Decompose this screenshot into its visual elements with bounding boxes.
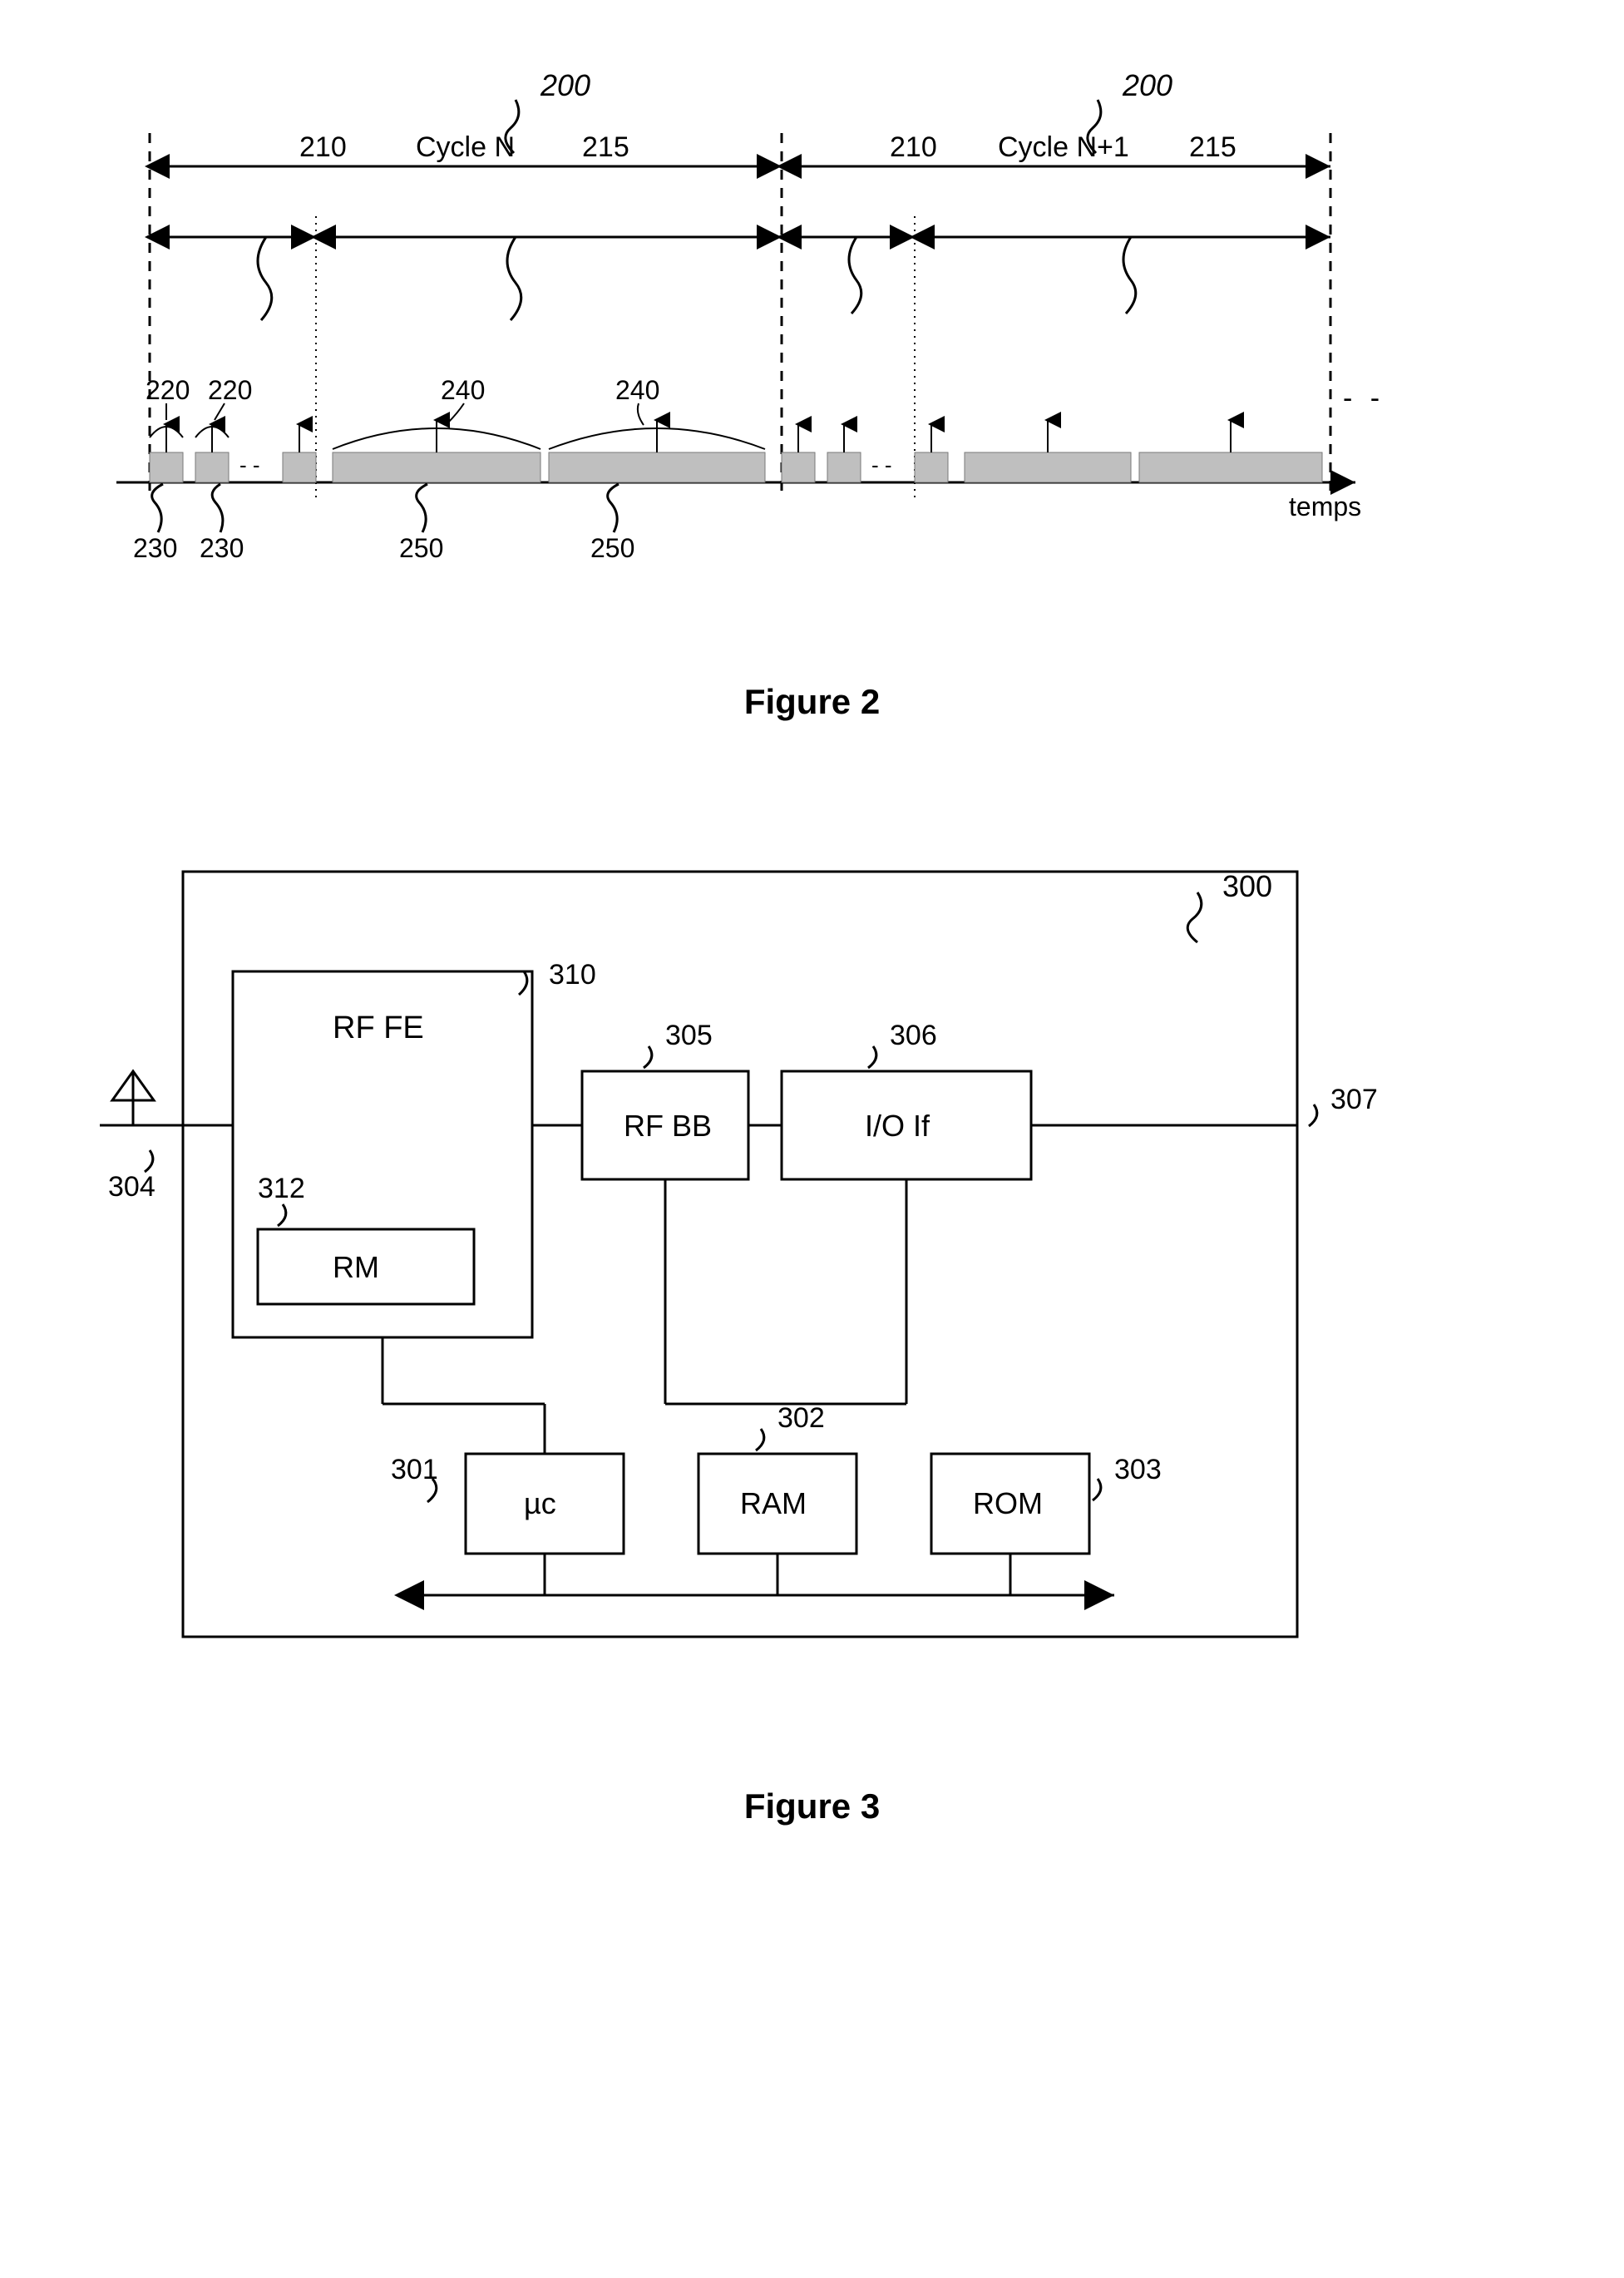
label-210a: 210 bbox=[299, 131, 347, 163]
label-210b: 210 bbox=[890, 131, 937, 163]
label-rm: RM bbox=[333, 1250, 379, 1284]
label-cycle-n1: Cycle N+1 bbox=[998, 131, 1129, 163]
figure-3-caption: Figure 3 bbox=[50, 1786, 1574, 1826]
label-rffe: RF FE bbox=[333, 1011, 424, 1045]
label-220a: 220 bbox=[146, 375, 190, 405]
label-200a: 200 bbox=[540, 68, 590, 102]
svg-text:- -: - - bbox=[871, 452, 892, 477]
label-240a: 240 bbox=[441, 375, 485, 405]
label-215b: 215 bbox=[1189, 131, 1237, 163]
label-301: 301 bbox=[391, 1454, 438, 1485]
axis-label: temps bbox=[1289, 492, 1361, 521]
label-310: 310 bbox=[549, 959, 596, 991]
label-300: 300 bbox=[1222, 869, 1272, 903]
label-230a: 230 bbox=[133, 533, 177, 563]
label-ioif: I/O If bbox=[865, 1109, 930, 1143]
figure-3-svg: 300 RF FE 310 RM 312 RF BB 305 I/O If 30… bbox=[50, 822, 1380, 1737]
label-200b: 200 bbox=[1122, 68, 1172, 102]
label-305: 305 bbox=[665, 1020, 713, 1051]
label-302: 302 bbox=[777, 1402, 825, 1434]
figure-2-svg: 200 200 Cycle N Cycle N+1 210 215 210 21… bbox=[50, 50, 1380, 632]
label-uc: µc bbox=[524, 1486, 556, 1520]
label-250b: 250 bbox=[590, 533, 634, 563]
label-cycle-n: Cycle N bbox=[416, 131, 515, 163]
svg-text:- -: - - bbox=[239, 452, 260, 477]
label-250a: 250 bbox=[399, 533, 443, 563]
label-220b: 220 bbox=[208, 375, 252, 405]
label-ram: RAM bbox=[740, 1486, 807, 1520]
label-rfbb: RF BB bbox=[624, 1109, 712, 1143]
label-306: 306 bbox=[890, 1020, 937, 1051]
label-240b: 240 bbox=[615, 375, 659, 405]
label-230b: 230 bbox=[200, 533, 244, 563]
label-307: 307 bbox=[1330, 1084, 1378, 1115]
label-303: 303 bbox=[1114, 1454, 1162, 1485]
label-rom: ROM bbox=[973, 1486, 1043, 1520]
label-304: 304 bbox=[108, 1171, 155, 1203]
figure-2-caption: Figure 2 bbox=[50, 682, 1574, 722]
label-312: 312 bbox=[258, 1173, 305, 1204]
label-215a: 215 bbox=[582, 131, 629, 163]
svg-text:- - -: - - - bbox=[1343, 383, 1380, 414]
